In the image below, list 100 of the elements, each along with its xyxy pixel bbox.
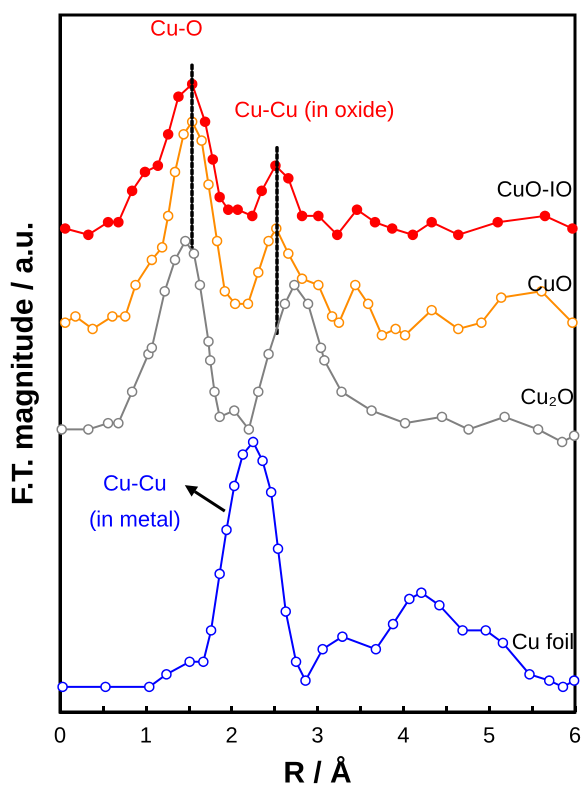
point <box>568 675 580 686</box>
point <box>352 204 362 215</box>
point <box>244 424 254 435</box>
point <box>173 91 184 102</box>
series-label: CuO-IO <box>496 176 572 202</box>
point <box>480 625 491 636</box>
point <box>247 210 258 222</box>
point <box>196 135 207 146</box>
point <box>188 248 200 259</box>
point <box>404 594 415 604</box>
point <box>434 600 445 610</box>
point <box>253 267 264 278</box>
point <box>214 568 225 580</box>
point <box>60 223 70 234</box>
point <box>200 116 210 127</box>
point <box>326 311 338 322</box>
point <box>257 456 268 466</box>
point <box>567 223 578 234</box>
series-label: Cu₂O <box>520 384 574 409</box>
point <box>206 625 216 636</box>
point <box>194 280 206 290</box>
point <box>453 324 464 334</box>
point <box>102 216 114 228</box>
point <box>283 248 294 259</box>
point <box>558 682 568 692</box>
point <box>370 216 380 228</box>
point <box>386 223 398 234</box>
point <box>220 286 230 297</box>
y-axis-title: F.T. magnitude / a.u. <box>6 222 40 506</box>
point <box>532 424 544 435</box>
point <box>416 587 427 598</box>
point <box>152 160 164 171</box>
point <box>457 625 468 636</box>
point <box>161 669 172 680</box>
annotation: Cu-Cu (in metal) <box>88 470 181 532</box>
point <box>253 386 264 398</box>
x-tick-label: 5 <box>483 722 496 748</box>
point <box>568 430 580 441</box>
point <box>476 317 487 328</box>
point <box>56 424 67 435</box>
point <box>370 644 382 654</box>
point <box>388 618 398 630</box>
point <box>146 254 158 266</box>
point <box>238 449 248 460</box>
point <box>280 606 291 617</box>
point <box>170 166 180 178</box>
point <box>229 480 240 492</box>
point <box>567 317 578 328</box>
point <box>229 405 240 416</box>
point <box>350 280 361 290</box>
point <box>221 524 232 536</box>
point <box>544 675 554 686</box>
point <box>102 418 114 428</box>
series-label: Cu foil <box>512 628 574 654</box>
point <box>400 330 410 340</box>
point <box>499 412 510 422</box>
point <box>366 405 377 416</box>
point <box>436 412 448 422</box>
point <box>126 386 138 398</box>
point <box>184 656 195 668</box>
point <box>203 336 214 347</box>
point <box>222 204 234 215</box>
point <box>60 317 70 328</box>
point <box>70 311 81 322</box>
point <box>162 129 174 140</box>
point <box>283 173 294 184</box>
point <box>120 311 130 322</box>
point <box>266 486 276 498</box>
point <box>180 236 191 246</box>
point <box>316 342 326 354</box>
point <box>426 304 437 316</box>
point <box>376 330 388 340</box>
point <box>83 424 94 435</box>
point <box>289 280 300 290</box>
point <box>232 204 243 215</box>
point <box>263 348 274 360</box>
x-axis-title: R / Å <box>283 756 352 790</box>
point <box>203 179 214 190</box>
point <box>140 166 150 178</box>
annotation: Cu-Cu (in oxide) <box>234 97 394 122</box>
x-tick-label: 6 <box>568 722 582 748</box>
point <box>337 631 348 642</box>
point <box>280 298 290 310</box>
x-tick-label: 3 <box>311 722 324 748</box>
point <box>100 682 111 692</box>
point <box>248 436 258 448</box>
point <box>212 236 222 246</box>
series-label: CuO <box>527 270 572 296</box>
point <box>144 682 155 692</box>
point <box>317 644 328 654</box>
point <box>159 286 170 297</box>
point <box>113 418 124 428</box>
point <box>334 317 344 328</box>
point <box>146 342 158 354</box>
point <box>498 638 508 648</box>
point <box>524 669 535 680</box>
point <box>319 355 330 366</box>
point <box>400 418 410 428</box>
point <box>426 216 437 228</box>
point <box>313 280 324 290</box>
